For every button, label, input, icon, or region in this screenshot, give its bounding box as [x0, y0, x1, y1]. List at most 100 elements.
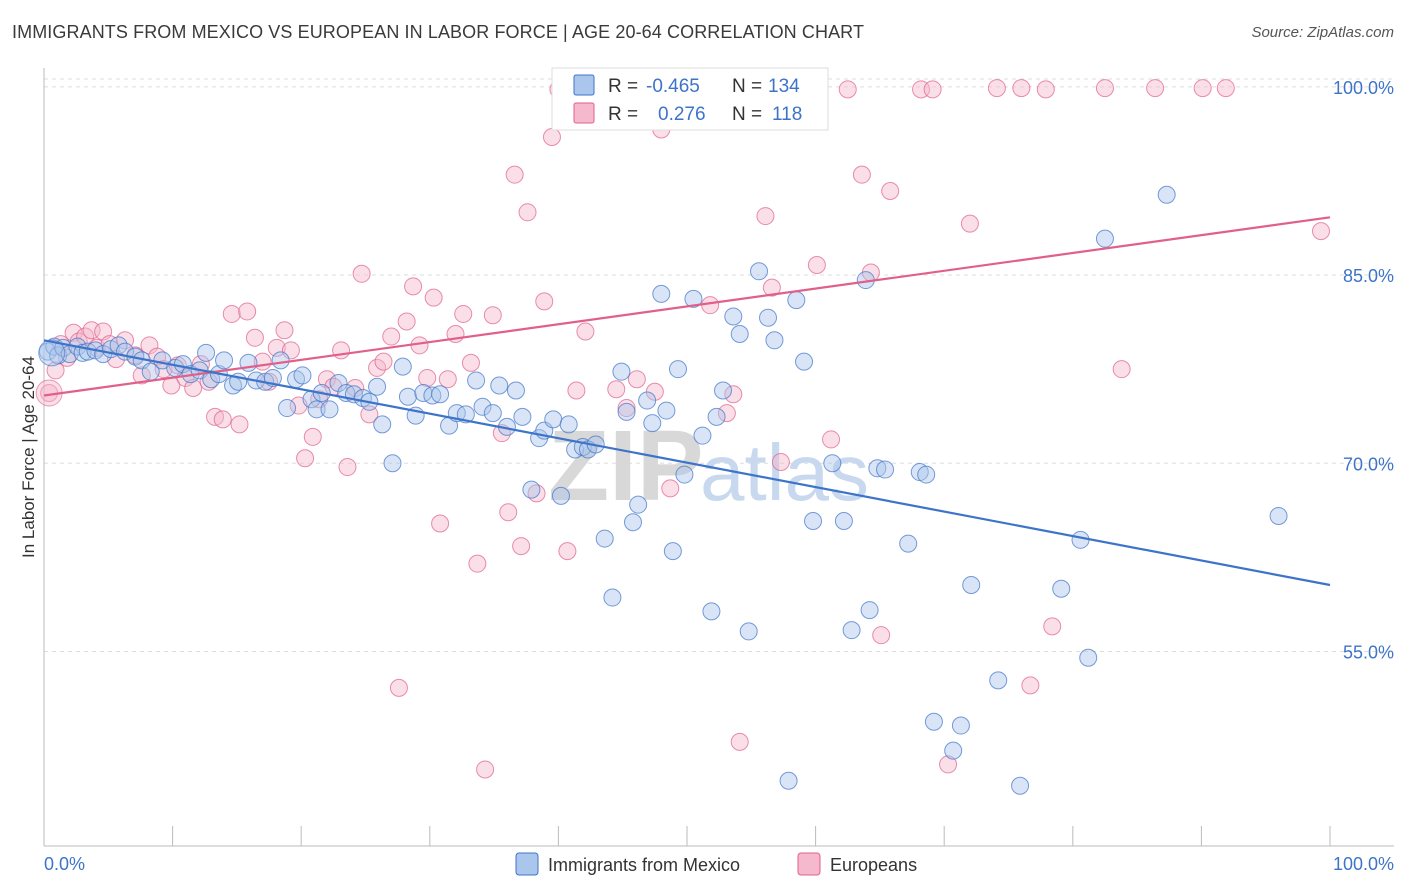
mexico-point: [962, 575, 981, 594]
mexico-point: [431, 385, 450, 404]
europeans-point: [132, 366, 151, 385]
mexico-point: [1157, 185, 1176, 204]
stats-n-value-mexico: 134: [768, 76, 800, 97]
bottom-legend: Immigrants from Mexico Europeans: [515, 852, 917, 876]
mexico-point: [603, 588, 622, 607]
mexico-point: [724, 307, 743, 326]
stats-r-value-mexico: -0.465: [646, 76, 700, 97]
watermark-atlas: atlas: [700, 428, 869, 517]
mexico-point: [868, 459, 887, 478]
mexico-point: [707, 407, 726, 426]
mexico-trend-line: [43, 339, 1331, 587]
europeans-point: [567, 381, 586, 400]
mexico-point: [383, 454, 402, 473]
europeans-point: [852, 165, 871, 184]
x-tick-label-max: 100.0%: [1333, 854, 1394, 874]
europeans-point: [771, 453, 790, 472]
mexico-point: [779, 771, 798, 790]
watermark: ZIP atlas: [548, 410, 869, 522]
mexico-point: [398, 387, 417, 406]
europeans-point: [1193, 79, 1212, 98]
mexico-point: [834, 511, 853, 530]
mexico-point: [675, 465, 694, 484]
stats-swatch-mexico: [573, 74, 595, 96]
europeans-point: [762, 278, 781, 297]
europeans-point: [576, 322, 595, 341]
mexico-point: [513, 407, 532, 426]
mexico-point: [804, 511, 823, 530]
europeans-point: [468, 554, 487, 573]
europeans-point: [838, 80, 857, 99]
y-tick-label: 85.0%: [1343, 266, 1394, 286]
mexico-point: [490, 376, 509, 395]
mexico-point: [1071, 530, 1090, 549]
europeans-point: [756, 207, 775, 226]
europeans-point: [222, 304, 241, 323]
mexico-point: [899, 534, 918, 553]
europeans-point: [701, 296, 720, 315]
mexico-point: [860, 601, 879, 620]
mexico-point: [215, 351, 234, 370]
mexico-point: [1052, 579, 1071, 598]
y-axis-tick-labels: 55.0% 70.0% 85.0% 100.0%: [1333, 78, 1394, 663]
mexico-point: [522, 480, 541, 499]
europeans-point: [1216, 79, 1235, 98]
europeans-point: [939, 755, 958, 774]
mexico-point: [629, 495, 648, 514]
mexico-point: [668, 360, 687, 379]
europeans-point: [245, 328, 264, 347]
europeans-point: [238, 302, 257, 321]
mexico-point: [329, 373, 348, 392]
mexico-point: [271, 351, 290, 370]
mexico-point: [795, 352, 814, 371]
mexico-point: [393, 357, 412, 376]
europeans-point: [296, 449, 315, 468]
mexico-point: [842, 621, 861, 640]
y-tick-label: 55.0%: [1343, 643, 1394, 663]
chart-source: Source: ZipAtlas.com: [1251, 24, 1394, 41]
mexico-point: [876, 460, 895, 479]
europeans-point: [627, 370, 646, 389]
europeans-point: [184, 378, 203, 397]
mexico-point: [623, 513, 642, 532]
mexico-point: [544, 410, 563, 429]
europeans-point: [1112, 360, 1131, 379]
mexico-point: [730, 325, 749, 344]
mexico-point: [1079, 648, 1098, 667]
europeans-point: [1043, 617, 1062, 636]
europeans-point: [512, 537, 531, 556]
mexico-point: [643, 414, 662, 433]
stats-r-label-mexico: R =: [608, 76, 638, 97]
mexico-point: [368, 377, 387, 396]
mexico-point: [924, 712, 943, 731]
europeans-point: [1012, 79, 1031, 98]
europeans-point: [1146, 79, 1165, 98]
mexico-point: [750, 262, 769, 281]
stats-legend-frame: [551, 67, 829, 131]
mexico-point: [1269, 506, 1288, 525]
mexico-point: [1011, 776, 1030, 795]
europeans-point: [82, 321, 101, 340]
mexico-point: [559, 415, 578, 434]
chart-title: IMMIGRANTS FROM MEXICO VS EUROPEAN IN LA…: [12, 22, 865, 42]
mexico-point: [638, 391, 657, 410]
mexico-point: [320, 400, 339, 419]
stats-r-label-europeans: R =: [608, 104, 638, 125]
europeans-point: [360, 405, 379, 424]
europeans-point: [518, 203, 537, 222]
mexico-point: [293, 366, 312, 385]
europeans-point: [717, 404, 736, 423]
mexico-point: [787, 291, 806, 310]
mexico-point: [759, 308, 778, 327]
europeans-point: [213, 410, 232, 429]
europeans-point: [483, 306, 502, 325]
x-axis-ticks: [43, 826, 1331, 846]
axes: [43, 68, 1394, 847]
watermark-zip: ZIP: [548, 410, 704, 522]
mexico-point: [702, 602, 721, 621]
europeans-point: [542, 128, 561, 147]
europeans-point: [661, 479, 680, 498]
europeans-point: [418, 368, 437, 387]
europeans-point: [346, 378, 365, 397]
